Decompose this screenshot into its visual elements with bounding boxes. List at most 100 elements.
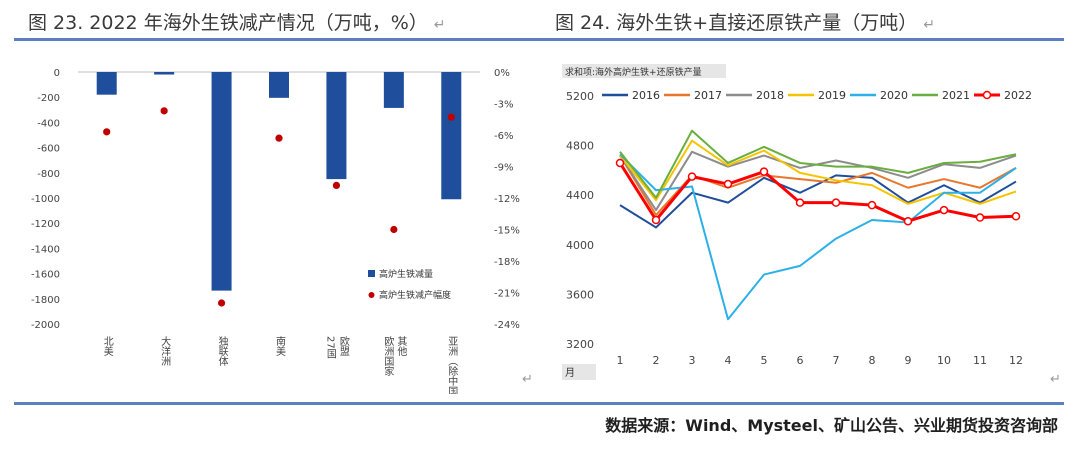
category-label: 27国 <box>324 336 336 360</box>
return-mark-icon: ↵ <box>433 17 446 33</box>
category-label: 北美 <box>101 336 113 357</box>
x-tick-label: 8 <box>869 354 876 367</box>
y-tick-label: 3600 <box>566 288 594 301</box>
category-label: 大洋洲 <box>159 335 171 366</box>
series-line <box>619 129 1017 199</box>
y-tick-label: 4400 <box>566 189 594 202</box>
series-line <box>619 139 1017 205</box>
category-label: 南美 <box>274 335 286 357</box>
bar <box>441 72 462 200</box>
y-tick-label-right: -21% <box>494 289 520 300</box>
y-tick-label: 5200 <box>566 90 594 103</box>
x-tick-label: 7 <box>833 354 840 367</box>
x-tick-label: 4 <box>725 354 732 367</box>
category-label: 亚洲（除中国） <box>446 336 458 394</box>
pct-dot <box>332 181 341 189</box>
right-figure-title: 图 24. 海外生铁+直接还原铁产量（万吨） ↵ <box>555 8 935 35</box>
x-tick-label: 10 <box>937 354 951 367</box>
x-label-box <box>562 364 596 380</box>
y-tick-label-right: -12% <box>494 194 520 205</box>
bar <box>154 72 175 75</box>
pct-dot <box>160 107 168 115</box>
legend-label: 2017 <box>694 89 722 102</box>
x-tick-label: 9 <box>905 354 912 367</box>
y-tick-label-left: -1600 <box>31 270 60 281</box>
legend-bar-swatch <box>368 270 375 277</box>
category-label: 其他 <box>395 336 407 357</box>
legend-label: 高炉生铁减量 <box>379 268 433 280</box>
y-tick-label: 4800 <box>566 140 594 153</box>
series-marker <box>867 200 877 210</box>
y-tick-label-right: -6% <box>494 131 513 142</box>
y-tick-label-right: 0% <box>494 68 510 79</box>
y-tick-label: 3200 <box>566 338 594 351</box>
pct-dot <box>217 299 226 307</box>
x-tick-label: 12 <box>1009 354 1023 367</box>
y-tick-label-right: -18% <box>494 257 520 268</box>
right-figure-title-text: 图 24. 海外生铁+直接还原铁产量（万吨） <box>555 12 918 34</box>
x-axis-label: 月 <box>565 367 575 379</box>
return-mark-icon: ↵ <box>522 372 533 387</box>
top-divider <box>14 38 1064 41</box>
legend-label: 2016 <box>632 89 660 102</box>
y-tick-label-left: -1000 <box>31 194 60 205</box>
left-figure-title: 图 23. 2022 年海外生铁减产情况（万吨，%） ↵ <box>28 8 445 35</box>
bottom-divider <box>14 402 1064 405</box>
y-tick-label-left: -1800 <box>31 295 60 306</box>
field-label-box <box>562 64 726 78</box>
y-tick-label-left: -2000 <box>31 320 60 331</box>
series-marker <box>975 213 985 222</box>
legend-marker <box>982 90 992 100</box>
legend-dot-swatch <box>368 292 375 298</box>
y-tick-label-left: -1400 <box>31 244 60 255</box>
bar <box>383 72 404 108</box>
series-marker <box>831 198 841 207</box>
return-mark-icon: ↵ <box>1050 372 1061 387</box>
y-tick-label-left: -400 <box>37 118 60 129</box>
pct-dot <box>390 225 398 234</box>
x-tick-label: 3 <box>689 354 696 367</box>
series-line <box>619 174 1017 229</box>
series-marker <box>615 158 625 168</box>
y-tick-label-left: 0 <box>54 68 60 79</box>
y-tick-label-right: -24% <box>494 320 520 331</box>
x-tick-label: 2 <box>653 354 660 367</box>
bar <box>211 72 232 291</box>
x-tick-label: 6 <box>797 354 804 367</box>
output-line-chart: 求和项:海外高炉生铁+还原铁产量 3200 3600 4000 4400 4800 5200… <box>556 58 1056 388</box>
y-tick-label-right: -3% <box>494 100 513 111</box>
left-figure-title-text: 图 23. 2022 年海外生铁减产情况（万吨，%） <box>28 12 428 34</box>
legend-label: 2020 <box>880 89 908 102</box>
bar <box>269 72 289 98</box>
bar <box>326 72 347 180</box>
return-mark-icon: ↵ <box>923 17 935 33</box>
category-label: 欧洲国家 <box>382 336 394 376</box>
pct-dot <box>275 134 283 142</box>
y-tick-label-left: -1200 <box>31 219 60 230</box>
reduction-chart: 0 -200 -400 -600 -800 -1000 -1200 -1400 -1600 -18… <box>14 44 530 406</box>
category-label: 欧盟 <box>337 336 349 356</box>
source-note: 数据来源：Wind、Mysteel、矿山公告、兴业期货投资咨询部 <box>605 416 1058 435</box>
series-marker <box>1011 212 1021 221</box>
x-tick-label: 11 <box>973 354 987 367</box>
pct-dot <box>103 128 111 136</box>
reduction-chart-svg: 0 -200 -400 -600 -800 -1000 -1200 -1400 -1600 -18… <box>31 68 520 406</box>
output-line-chart-svg: 求和项:海外高炉生铁+还原铁产量 3200 3600 4000 4400 4800 5200… <box>562 64 1032 380</box>
x-tick-label: 1 <box>617 354 624 367</box>
series-line <box>619 153 1017 321</box>
y-tick-label-left: -600 <box>37 144 60 155</box>
legend-label: 2019 <box>818 89 846 102</box>
x-tick-label: 5 <box>761 354 768 367</box>
series-marker <box>903 216 913 226</box>
series-marker <box>723 179 733 189</box>
series-marker <box>651 215 661 225</box>
y-tick-label: 4000 <box>566 239 594 252</box>
bar <box>96 72 117 95</box>
pct-dot <box>447 113 455 121</box>
series-marker <box>687 172 697 181</box>
y-tick-label-right: -9% <box>494 163 513 174</box>
legend-label: 2021 <box>942 89 970 102</box>
category-label: 独联体 <box>216 335 228 367</box>
series-marker <box>795 198 805 207</box>
legend-label: 高炉生铁减产幅度 <box>379 289 451 301</box>
